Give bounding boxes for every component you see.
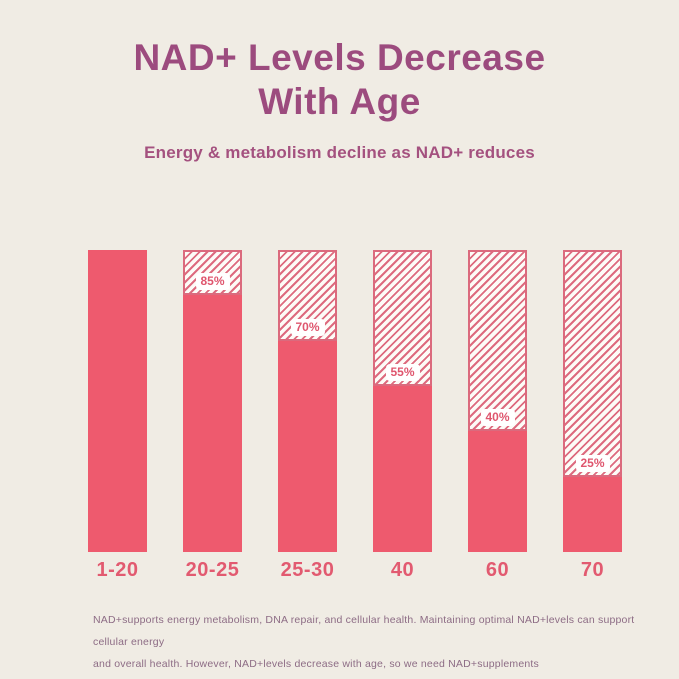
- header: NAD+ Levels Decrease With Age Energy & me…: [0, 0, 679, 163]
- bar: 85%: [183, 250, 242, 552]
- bar: 70%: [278, 250, 337, 552]
- page-title-line2: With Age: [258, 81, 421, 122]
- x-axis-label: 40: [390, 559, 415, 581]
- bar-depleted-hatch: 25%: [563, 250, 622, 477]
- bar-column: 40% 60: [468, 250, 527, 582]
- bar-column: 1-20: [88, 250, 147, 582]
- bar-column: 70% 25-30: [278, 250, 337, 582]
- bar-chart: 1-20 85% 20-25 70% 25-30 55% 40 40% 60 25% 70: [0, 250, 679, 582]
- x-axis-label: 1-20: [96, 559, 139, 581]
- bar-column: 55% 40: [373, 250, 432, 582]
- bar-depleted-hatch: 85%: [183, 250, 242, 295]
- x-axis-label: 20-25: [185, 559, 240, 581]
- bar-value-label: 70%: [290, 319, 325, 336]
- bar-depleted-hatch: 55%: [373, 250, 432, 386]
- bar-depleted-hatch: 40%: [468, 250, 527, 431]
- bar-depleted-hatch: 70%: [278, 250, 337, 341]
- page-title-line1: NAD+ Levels Decrease: [133, 37, 546, 78]
- bar-value-label: 25%: [575, 455, 610, 472]
- bar-solid-fill: [563, 477, 622, 552]
- footer-note: NAD+supports energy metabolism, DNA repa…: [0, 609, 679, 675]
- bar: 25%: [563, 250, 622, 552]
- bar-column: 85% 20-25: [183, 250, 242, 582]
- page-title: NAD+ Levels Decrease With Age: [0, 36, 679, 124]
- x-axis-label: 25-30: [280, 559, 335, 581]
- bar: 55%: [373, 250, 432, 552]
- bar-column: 25% 70: [563, 250, 622, 582]
- footer-note-line1: NAD+supports energy metabolism, DNA repa…: [93, 614, 635, 648]
- bar-value-label: 40%: [480, 409, 515, 426]
- bar-solid-fill: [468, 431, 527, 552]
- bar-solid-fill: [373, 386, 432, 552]
- bar-solid-fill: [278, 341, 337, 552]
- bar-value-label: 55%: [385, 364, 420, 381]
- x-axis-label: 60: [485, 559, 510, 581]
- bar: [88, 250, 147, 552]
- bar-solid-fill: [183, 295, 242, 552]
- bar: 40%: [468, 250, 527, 552]
- bar-solid-fill: [88, 250, 147, 552]
- footer-note-line2: and overall health. However, NAD+levels …: [93, 658, 539, 670]
- subtitle: Energy & metabolism decline as NAD+ redu…: [144, 143, 535, 162]
- x-axis-label: 70: [580, 559, 605, 581]
- bar-value-label: 85%: [195, 273, 230, 290]
